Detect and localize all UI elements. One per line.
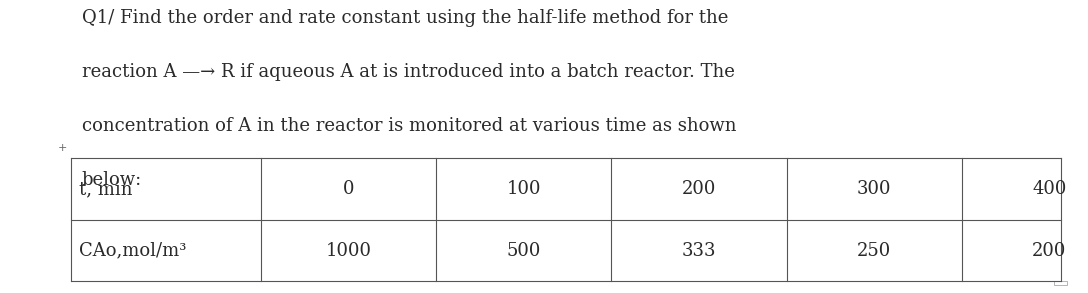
Bar: [1054, 281, 1067, 285]
Text: concentration of A in the reactor is monitored at various time as shown: concentration of A in the reactor is mon…: [82, 117, 737, 135]
Text: t, min: t, min: [79, 180, 133, 198]
Text: 100: 100: [507, 180, 541, 198]
Text: below:: below:: [82, 171, 141, 189]
Text: 200: 200: [1033, 241, 1066, 260]
Text: +: +: [58, 143, 66, 153]
Text: 333: 333: [682, 241, 716, 260]
Text: 400: 400: [1033, 180, 1066, 198]
Text: 1000: 1000: [325, 241, 372, 260]
Text: 500: 500: [507, 241, 541, 260]
Text: 250: 250: [857, 241, 891, 260]
Text: reaction A —→ R if aqueous A at is introduced into a batch reactor. The: reaction A —→ R if aqueous A at is intro…: [82, 63, 734, 81]
Text: CAo,mol/m³: CAo,mol/m³: [79, 241, 187, 260]
Text: 200: 200: [682, 180, 716, 198]
Text: Q1/ Find the order and rate constant using the half-life method for the: Q1/ Find the order and rate constant usi…: [82, 9, 728, 27]
Text: 300: 300: [857, 180, 891, 198]
Text: 0: 0: [343, 180, 355, 198]
